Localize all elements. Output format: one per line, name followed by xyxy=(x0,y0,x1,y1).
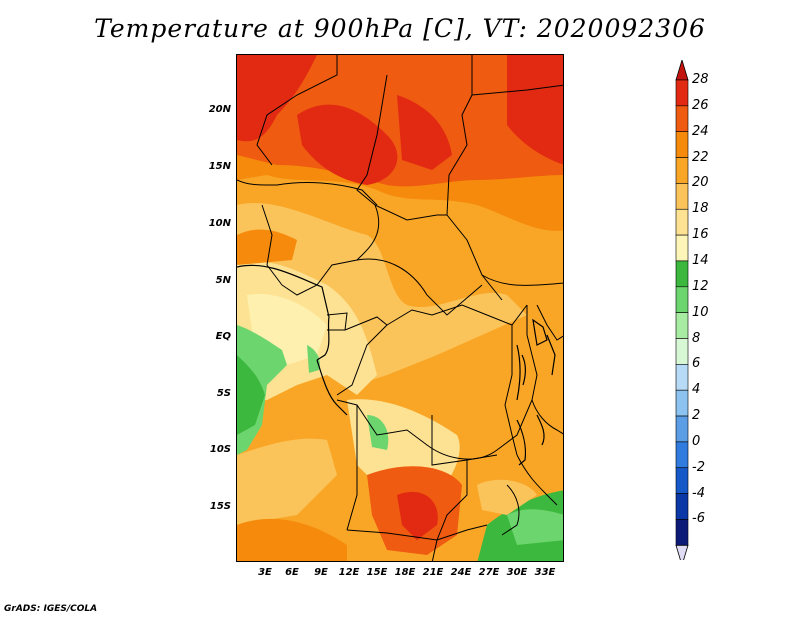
colorbar-swatch xyxy=(675,208,689,236)
lon-tick-label: 9E xyxy=(314,567,328,578)
colorbar-swatch xyxy=(675,157,689,184)
colorbar-tick-label: -6 xyxy=(692,511,705,527)
colorbar-swatch xyxy=(675,131,689,158)
colorbar-tick-label: 12 xyxy=(692,278,709,294)
lon-tick-label: 15E xyxy=(366,567,388,578)
footer-credit: GrADS: IGES/COLA xyxy=(4,604,98,614)
colorbar-tick-label: -2 xyxy=(692,459,705,475)
lat-tick-label: 15N xyxy=(208,161,231,172)
lat-tick-label: 10N xyxy=(208,218,231,229)
colorbar xyxy=(675,60,689,560)
lon-tick-label: 30E xyxy=(506,567,528,578)
colorbar-tick-label: 4 xyxy=(692,382,701,398)
colorbar-swatch xyxy=(675,312,689,339)
colorbar-swatch xyxy=(675,338,689,365)
lon-tick-label: 21E xyxy=(422,567,444,578)
colorbar-tick-label: -4 xyxy=(692,485,705,501)
colorbar-swatch xyxy=(675,415,689,443)
lon-tick-label: 33E xyxy=(534,567,556,578)
colorbar-swatch xyxy=(675,79,689,107)
colorbar-swatch xyxy=(675,364,689,391)
lat-tick-label: 5N xyxy=(215,275,231,286)
lat-tick-label: 20N xyxy=(208,104,231,115)
colorbar-tick-label: 8 xyxy=(692,330,701,346)
colorbar-tick-label: 14 xyxy=(692,252,709,268)
colorbar-tick-label: 26 xyxy=(692,97,709,113)
colorbar-swatch xyxy=(675,519,689,546)
colorbar-swatch xyxy=(675,286,689,313)
colorbar-tick-label: 0 xyxy=(692,433,701,449)
colorbar-tick-label: 18 xyxy=(692,201,709,217)
colorbar-swatch xyxy=(675,389,689,417)
lat-tick-label: 10S xyxy=(209,444,231,455)
lon-tick-label: 12E xyxy=(338,567,360,578)
colorbar-tick-label: 10 xyxy=(692,304,709,320)
lat-tick-label: 15S xyxy=(209,501,231,512)
colorbar-tick-label: 28 xyxy=(692,72,709,87)
colorbar-swatch xyxy=(675,441,689,469)
lat-tick-label: 5S xyxy=(216,388,231,399)
colorbar-swatch xyxy=(675,260,689,288)
colorbar-swatch xyxy=(675,467,689,494)
colorbar-swatch xyxy=(675,183,689,210)
colorbar-bottom-arrow xyxy=(675,544,689,560)
colorbar-tick-label: 2 xyxy=(692,408,701,424)
colorbar-tick-label: 16 xyxy=(692,227,709,243)
colorbar-tick-label: 20 xyxy=(692,175,709,191)
lon-tick-label: 3E xyxy=(258,567,272,578)
colorbar-swatch xyxy=(675,105,689,132)
temperature-map xyxy=(236,54,564,562)
colorbar-swatch xyxy=(675,493,689,520)
colorbar-swatch xyxy=(675,234,689,262)
colorbar-tick-label: 22 xyxy=(692,149,709,165)
lon-tick-label: 18E xyxy=(394,567,416,578)
colorbar-top-arrow xyxy=(675,60,689,81)
lon-tick-label: 24E xyxy=(450,567,472,578)
lon-tick-label: 6E xyxy=(285,567,299,578)
colorbar-tick-label: 24 xyxy=(692,123,709,139)
colorbar-tick-label: 6 xyxy=(692,356,701,372)
lon-tick-label: 27E xyxy=(478,567,500,578)
lat-tick-label: EQ xyxy=(215,331,231,342)
map-title: Temperature at 900hPa [C], VT: 202009230… xyxy=(94,14,706,43)
